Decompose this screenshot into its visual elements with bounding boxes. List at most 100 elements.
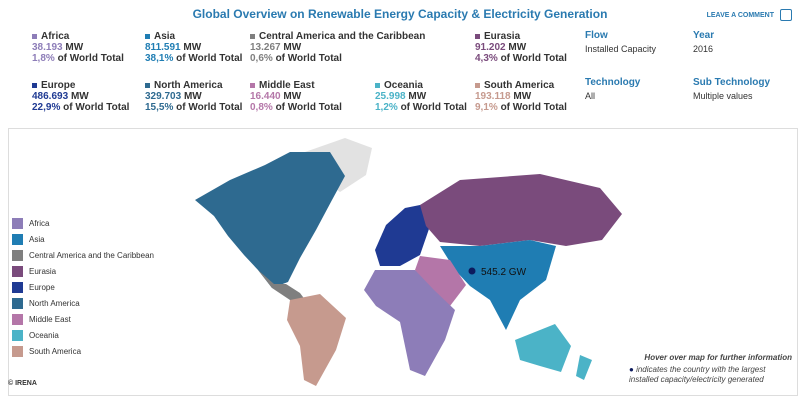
region-name-text: Eurasia	[484, 31, 521, 42]
legend-item[interactable]: Europe	[12, 282, 55, 293]
region-square	[32, 33, 37, 39]
region-square	[250, 82, 255, 88]
value: 13.267	[250, 42, 281, 53]
legend-item[interactable]: North America	[12, 298, 80, 309]
region-stat: Oceania 25.998 MW 1,2% of World Total	[375, 80, 467, 113]
note-text: indicates the country with the largest i…	[629, 365, 766, 384]
region-value: 16.440 MW	[250, 91, 342, 102]
share: 4,3%	[475, 53, 498, 64]
value: 16.440	[250, 91, 281, 102]
region-name-text: Middle East	[259, 80, 315, 91]
credit: © IRENA	[8, 380, 37, 387]
region-shape[interactable]	[515, 324, 571, 372]
region-share: 9,1% of World Total	[475, 102, 567, 113]
legend-item[interactable]: Asia	[12, 234, 45, 245]
region-share: 22,9% of World Total	[32, 102, 129, 113]
legend-item[interactable]: Eurasia	[12, 266, 56, 277]
region-shape[interactable]	[375, 204, 430, 266]
region-name-text: Europe	[41, 80, 76, 91]
filter-value[interactable]: All	[585, 91, 596, 101]
note-dot: ●	[629, 365, 634, 374]
region-name-text: South America	[484, 80, 555, 91]
value: 811.591	[145, 42, 181, 53]
region-shape[interactable]	[258, 270, 306, 301]
region-name-text: Oceania	[384, 80, 423, 91]
legend-label: Oceania	[29, 331, 59, 340]
region-square	[145, 82, 150, 88]
filter[interactable]: Year 2016	[693, 30, 714, 54]
region-name: Asia	[145, 31, 242, 42]
region-value: 38.193 MW	[32, 42, 124, 53]
value: 91.202	[475, 42, 506, 53]
title: Global Overview on Renewable Energy Capa…	[192, 7, 608, 21]
region-share: 1,8% of World Total	[32, 53, 124, 64]
legend-item[interactable]: South America	[12, 346, 81, 357]
region-name: Oceania	[375, 80, 467, 91]
value: 25.998	[375, 91, 406, 102]
region-value: 193.118 MW	[475, 91, 567, 102]
value: 38.193	[32, 42, 63, 53]
region-value: 329.703 MW	[145, 91, 242, 102]
unit: MW	[283, 91, 302, 102]
share: 15,5%	[145, 102, 174, 113]
value: 486.693	[32, 91, 69, 102]
unit: MW	[70, 91, 89, 102]
region-shape[interactable]	[415, 256, 466, 306]
region-name: Europe	[32, 80, 129, 91]
unit: MW	[65, 42, 84, 53]
legend-label: Central America and the Caribbean	[29, 251, 154, 260]
share-text: of World Total	[275, 102, 342, 113]
region-stat: Middle East 16.440 MW 0,8% of World Total	[250, 80, 342, 113]
filter-value[interactable]: Multiple values	[693, 91, 753, 101]
share-text: of World Total	[275, 53, 342, 64]
filter-value[interactable]: Installed Capacity	[585, 44, 657, 54]
map[interactable]: 545.2 GW	[8, 128, 798, 396]
region-shape[interactable]	[440, 240, 556, 330]
leave-comment[interactable]: LEAVE A COMMENT	[706, 12, 774, 19]
legend-item[interactable]: Central America and the Caribbean	[12, 250, 154, 261]
filter[interactable]: Flow Installed Capacity	[585, 30, 656, 54]
filter-label: Technology	[585, 77, 641, 88]
region-shape[interactable]	[576, 355, 592, 380]
region-square	[145, 33, 150, 39]
share: 1,2%	[375, 102, 398, 113]
legend-item[interactable]: Middle East	[12, 314, 71, 325]
legend-item[interactable]: Oceania	[12, 330, 59, 341]
region-shape[interactable]	[195, 152, 345, 288]
region-name: Eurasia	[475, 31, 567, 42]
share-text: of World Total	[500, 53, 567, 64]
region-stat: Africa 38.193 MW 1,8% of World Total	[32, 31, 124, 64]
region-shape[interactable]	[364, 270, 455, 376]
note: ● indicates the country with the largest…	[629, 365, 794, 385]
legend-swatch	[12, 282, 23, 293]
map-panel	[8, 128, 798, 396]
filter-value[interactable]: 2016	[693, 44, 714, 54]
legend-swatch	[12, 218, 23, 229]
region-share: 15,5% of World Total	[145, 102, 242, 113]
region-square	[250, 33, 255, 39]
hint: Hover over map for further information	[644, 353, 792, 362]
region-shape[interactable]	[420, 174, 622, 246]
comment-icon[interactable]	[780, 9, 792, 21]
region-square	[475, 33, 480, 39]
region-shape[interactable]	[287, 294, 346, 386]
unit: MW	[183, 91, 202, 102]
unit: MW	[508, 42, 527, 53]
region-value: 486.693 MW	[32, 91, 129, 102]
legend-label: Eurasia	[29, 267, 57, 276]
region-stat: Central America and the Caribbean 13.267 …	[250, 31, 425, 64]
share: 1,8%	[32, 53, 55, 64]
legend-swatch	[12, 346, 23, 357]
filter[interactable]: Technology All	[585, 77, 640, 101]
share-text: of World Total	[176, 53, 243, 64]
region-share: 0,6% of World Total	[250, 53, 425, 64]
unit: MW	[283, 42, 302, 53]
region-stat: Europe 486.693 MW 22,9% of World Total	[32, 80, 129, 113]
legend-item[interactable]: Africa	[12, 218, 49, 229]
unit: MW	[513, 91, 532, 102]
unit: MW	[408, 91, 427, 102]
share-text: of World Total	[400, 102, 467, 113]
filter[interactable]: Sub Technology Multiple values	[693, 77, 770, 101]
region-name-text: North America	[154, 80, 223, 91]
legend-label: Africa	[29, 219, 50, 228]
